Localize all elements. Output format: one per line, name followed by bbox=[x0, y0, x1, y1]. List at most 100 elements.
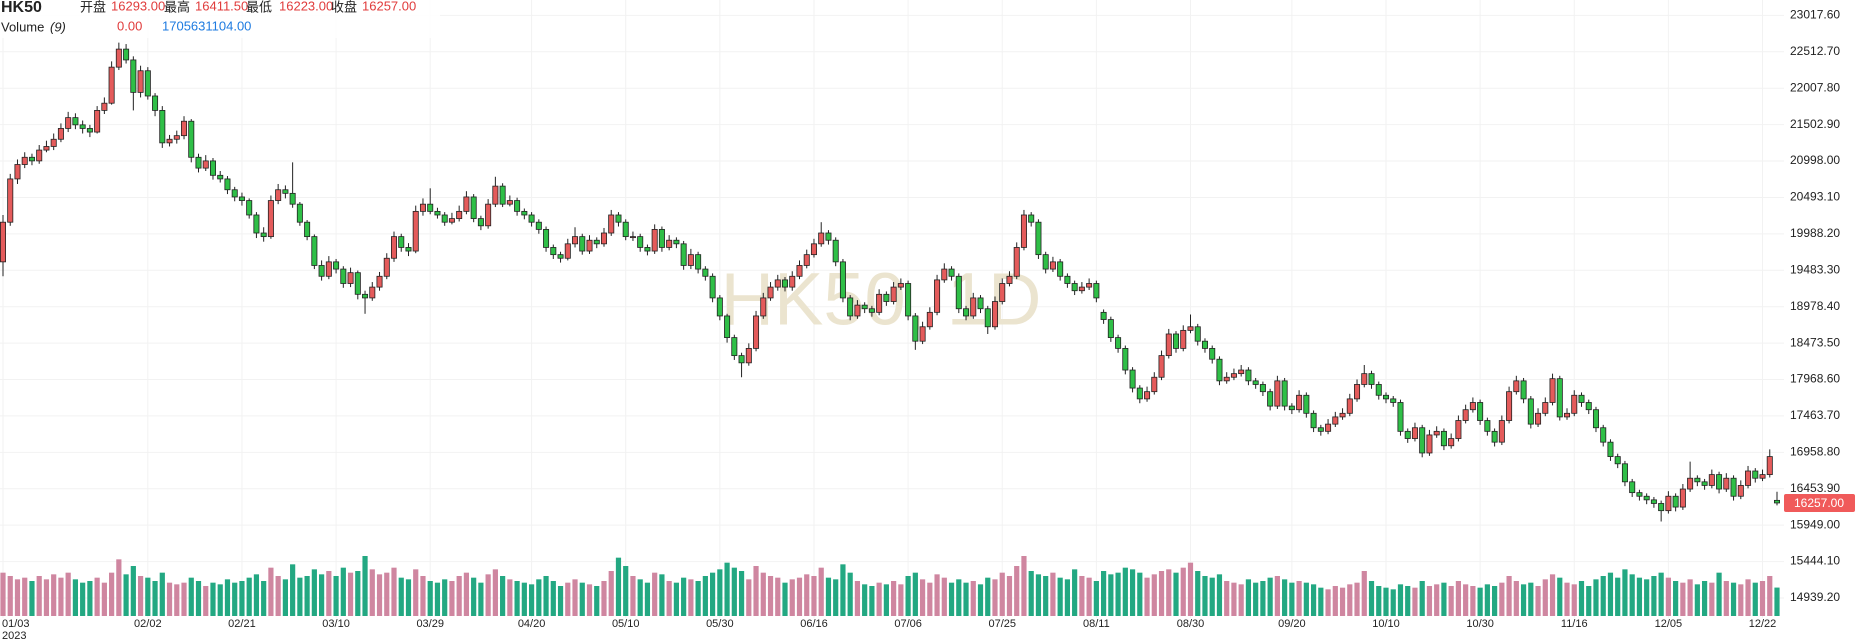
volume-bar bbox=[586, 584, 593, 616]
candle-body bbox=[1035, 221, 1042, 256]
volume-bar bbox=[1347, 584, 1353, 616]
volume-bar bbox=[811, 576, 817, 616]
open-label: 开盘 bbox=[80, 0, 106, 14]
open-value: 16293.00 bbox=[111, 0, 165, 13]
candle-body bbox=[991, 301, 998, 328]
volume-bar bbox=[1658, 572, 1664, 616]
volume-bar bbox=[977, 584, 984, 616]
volume-bar bbox=[159, 572, 165, 616]
candle-body bbox=[1578, 394, 1585, 403]
volume-bar bbox=[912, 572, 918, 616]
candle-body bbox=[159, 110, 166, 144]
candle-body bbox=[1549, 378, 1556, 403]
candle-body bbox=[224, 178, 231, 191]
volume-bar bbox=[1014, 566, 1020, 616]
candle-body bbox=[1238, 369, 1245, 375]
candle-body bbox=[1491, 430, 1498, 443]
candle-body bbox=[427, 203, 434, 212]
candle-body bbox=[492, 185, 499, 205]
volume-bar bbox=[130, 566, 136, 616]
candles bbox=[0, 42, 1781, 522]
volume-bar bbox=[1441, 582, 1447, 616]
volume-bar bbox=[652, 572, 658, 616]
candle-body bbox=[543, 229, 550, 248]
volume-bar bbox=[340, 567, 346, 616]
volume-bar bbox=[775, 577, 781, 616]
candle-body bbox=[709, 275, 716, 299]
y-tick-label: 17463.70 bbox=[1790, 408, 1840, 422]
candle-body bbox=[557, 254, 564, 259]
volume-bar bbox=[1260, 581, 1266, 616]
x-tick-label: 01/03 bbox=[2, 618, 30, 630]
volume-bar bbox=[434, 582, 441, 616]
candle-body bbox=[21, 156, 28, 165]
volume-bar bbox=[1535, 586, 1541, 616]
candle-body bbox=[738, 355, 745, 364]
volume-bar bbox=[1651, 576, 1657, 616]
volume-bar bbox=[268, 567, 274, 616]
volume-bar bbox=[1680, 582, 1686, 616]
candle-body bbox=[1281, 380, 1288, 407]
candle-body bbox=[398, 236, 405, 248]
volume-bar bbox=[898, 584, 904, 616]
volume-bar bbox=[557, 586, 564, 616]
high-value: 16411.50 bbox=[195, 0, 248, 13]
x-tick-label: 02/21 bbox=[228, 618, 256, 630]
volume-bar bbox=[1528, 582, 1534, 616]
candle-body bbox=[680, 243, 687, 266]
candle-body bbox=[419, 203, 426, 212]
volume-bar bbox=[854, 581, 861, 616]
volume-bar bbox=[840, 564, 846, 616]
volume-bar bbox=[1615, 577, 1621, 616]
volume-bar bbox=[970, 581, 976, 616]
volume-bar bbox=[963, 582, 969, 616]
volume-bar bbox=[1079, 576, 1085, 616]
y-tick-label: 16958.80 bbox=[1790, 445, 1840, 459]
candle-body bbox=[405, 247, 412, 252]
volume-bar bbox=[941, 577, 947, 616]
volume-bar bbox=[1571, 584, 1577, 616]
candle-body bbox=[745, 348, 752, 364]
volume-bar bbox=[1607, 572, 1614, 616]
volume-bar bbox=[673, 582, 679, 616]
x-tick-label: 08/30 bbox=[1177, 618, 1205, 630]
y-tick-label: 18978.40 bbox=[1790, 299, 1840, 313]
volume-bar bbox=[137, 576, 144, 616]
candle-body bbox=[354, 272, 361, 295]
candle-body bbox=[695, 254, 702, 270]
volume-bar bbox=[1549, 574, 1556, 616]
candle-body bbox=[1013, 247, 1020, 277]
candle-body bbox=[1100, 311, 1107, 320]
volume-bar bbox=[318, 574, 325, 616]
y-tick-label: 22007.80 bbox=[1790, 80, 1840, 94]
candle-body bbox=[246, 200, 253, 216]
candle-body bbox=[1187, 326, 1194, 331]
volume-bar bbox=[883, 584, 889, 616]
candle-body bbox=[868, 308, 875, 313]
volume-bar bbox=[29, 581, 35, 616]
volume-bar bbox=[1216, 574, 1223, 616]
volume-bar bbox=[1137, 572, 1143, 616]
candle-body bbox=[1527, 398, 1534, 425]
candle-body bbox=[1339, 412, 1346, 418]
volume-bar bbox=[109, 572, 115, 616]
candle-body bbox=[14, 164, 21, 180]
candle-body bbox=[65, 117, 72, 129]
year-label: 2023 bbox=[2, 630, 26, 642]
volume-bar bbox=[1072, 569, 1078, 616]
candle-body bbox=[1165, 333, 1172, 357]
volume-bar bbox=[449, 581, 455, 616]
volume-bar bbox=[1492, 586, 1498, 616]
volume-bar bbox=[789, 579, 795, 616]
volume-bar bbox=[1665, 577, 1671, 616]
candle-body bbox=[1361, 373, 1368, 385]
volume-bar bbox=[1506, 576, 1512, 616]
y-tick-label: 16453.90 bbox=[1790, 481, 1840, 495]
volume-bar bbox=[1267, 577, 1273, 616]
volume-bar bbox=[203, 586, 209, 616]
candle-body bbox=[1600, 427, 1607, 443]
candle-body bbox=[825, 232, 832, 241]
volume-bar bbox=[1224, 581, 1230, 616]
candle-body bbox=[774, 279, 781, 288]
volume-bar bbox=[1093, 581, 1099, 616]
